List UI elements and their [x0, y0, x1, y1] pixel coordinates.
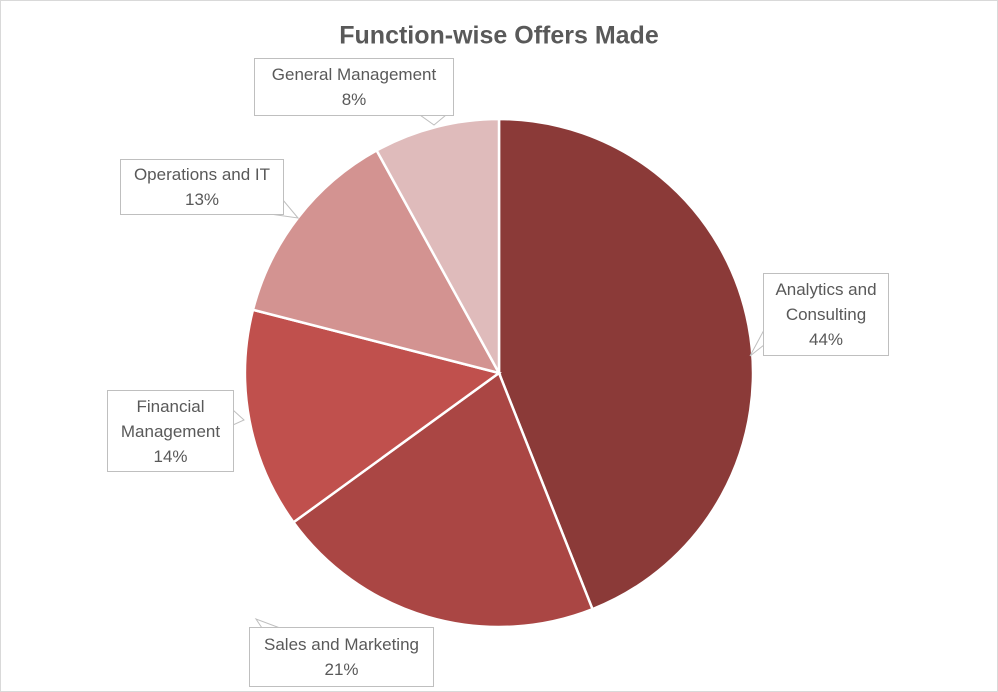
pie-slice	[374, 117, 501, 374]
data-label: General Management 8%	[254, 58, 454, 116]
label-value: 13%	[184, 190, 220, 209]
data-label: Sales and Marketing 21%	[249, 627, 434, 687]
pie-slice	[291, 371, 595, 629]
pie-slice	[497, 117, 755, 611]
label-value: 44%	[808, 330, 844, 349]
label-value: 8%	[341, 90, 367, 109]
data-label: Financial Management 14%	[107, 390, 234, 472]
chart-title: Function-wise Offers Made	[339, 22, 659, 50]
pie-slice	[243, 308, 502, 525]
label-name: Financial Management	[120, 396, 221, 441]
pie-slice	[251, 148, 502, 375]
label-name: General Management	[271, 65, 437, 84]
data-label: Analytics and Consulting 44%	[763, 273, 889, 356]
label-value: 21%	[324, 660, 359, 679]
label-value: 14%	[153, 446, 188, 466]
label-name: Sales and Marketing	[264, 635, 419, 654]
label-name: Analytics and Consulting	[775, 280, 877, 324]
label-name: Operations and IT	[133, 165, 271, 184]
data-label: Operations and IT 13%	[120, 159, 284, 215]
